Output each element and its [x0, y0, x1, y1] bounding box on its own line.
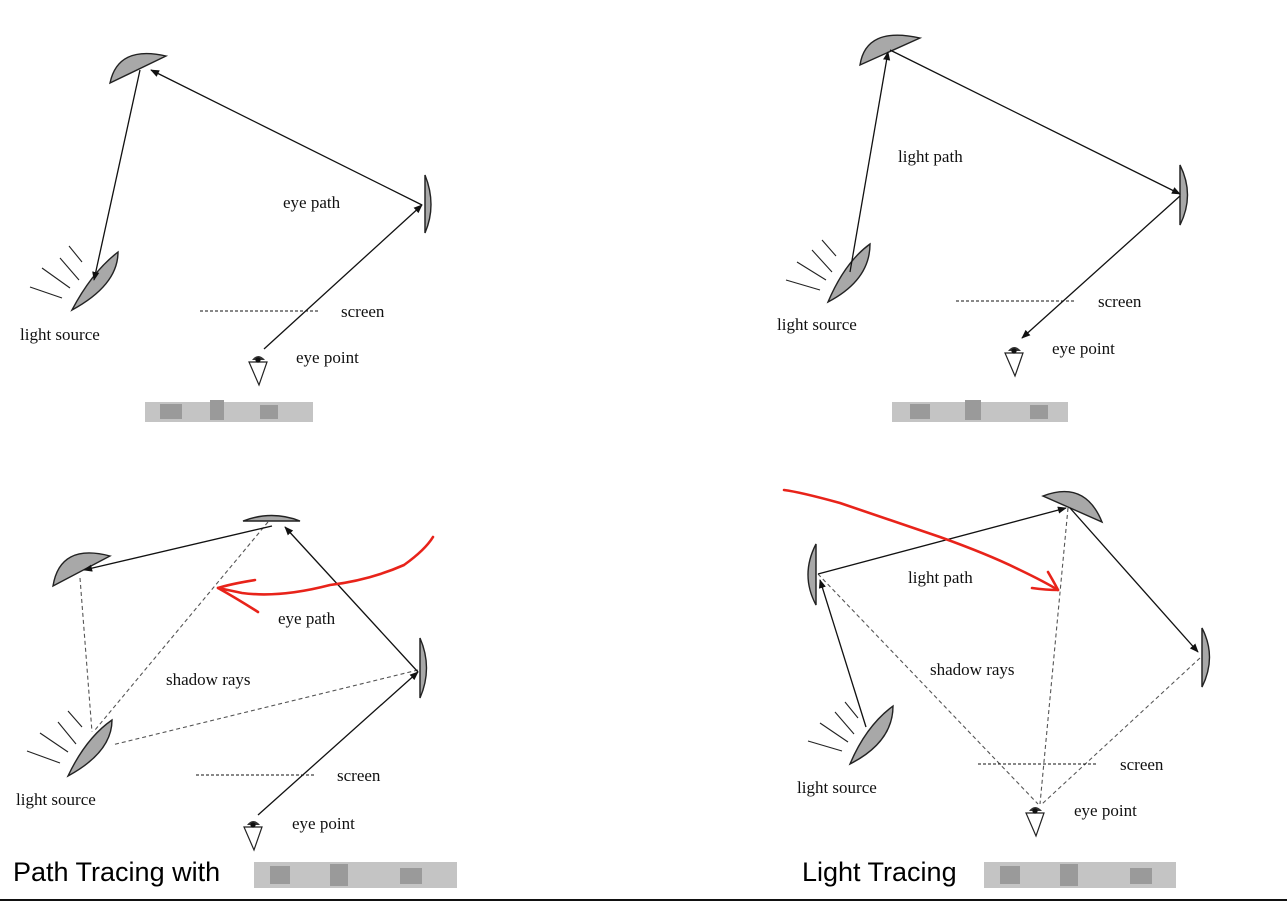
- ray-light-to-left: [818, 579, 867, 728]
- red-annotation-arrowhead: [216, 578, 260, 614]
- label-eye-point: eye point: [296, 348, 359, 367]
- label-screen: screen: [1098, 292, 1142, 311]
- red-annotation-arrowhead: [1030, 570, 1060, 592]
- light-rays-icon: [26, 710, 83, 764]
- panel-light-tracing-shadow: light path shadow rays screen light sour…: [782, 488, 1211, 888]
- ray-eye-to-right: [257, 671, 419, 816]
- eye-point-icon: [248, 356, 268, 387]
- mirror-right: [424, 174, 432, 234]
- label-eye-point: eye point: [1052, 339, 1115, 358]
- red-annotation-arrow: [216, 535, 435, 596]
- light-source-surface: [826, 242, 871, 304]
- shadow-ray: [111, 669, 419, 746]
- caption-redacted: [892, 400, 1068, 422]
- label-shadow-rays: shadow rays: [930, 660, 1015, 679]
- caption-redacted: [254, 862, 457, 888]
- panel-light-tracing: light path screen light source eye point: [777, 34, 1189, 422]
- mirror-left: [52, 552, 112, 588]
- light-source-surface: [70, 250, 119, 312]
- shadow-ray: [817, 573, 1039, 805]
- ray-top-to-right: [889, 49, 1181, 195]
- eye-point-icon: [1004, 347, 1024, 378]
- light-rays-icon: [29, 245, 83, 299]
- label-light-source: light source: [777, 315, 857, 334]
- mirror-right: [1201, 627, 1211, 688]
- label-light-source: light source: [16, 790, 96, 809]
- label-eye-point: eye point: [1074, 801, 1137, 820]
- label-shadow-rays: shadow rays: [166, 670, 251, 689]
- eye-point-icon: [1025, 807, 1045, 838]
- ray-top-to-left: [83, 525, 273, 572]
- red-annotation-arrow: [782, 488, 1060, 592]
- caption-light-tracing: Light Tracing: [802, 857, 957, 887]
- label-light-source: light source: [20, 325, 100, 344]
- ray-light-to-top: [849, 51, 891, 273]
- ray-left-to-top: [817, 506, 1067, 575]
- label-light-path: light path: [898, 147, 963, 166]
- panel-path-tracing-shadow: eye path shadow rays screen light source…: [13, 514, 457, 888]
- mirror-top: [109, 52, 169, 85]
- panel-eye-tracing: eye path screen light source eye point: [20, 52, 432, 422]
- label-light-path: light path: [908, 568, 973, 587]
- light-source-surface: [848, 704, 894, 766]
- ray-right-to-eye: [1021, 195, 1181, 339]
- shadow-ray: [1039, 507, 1069, 805]
- eye-point-icon: [243, 821, 263, 852]
- light-source-surface: [66, 718, 113, 778]
- label-screen: screen: [341, 302, 385, 321]
- ray-top-to-light: [92, 69, 141, 281]
- ray-eye-to-right: [263, 204, 423, 350]
- label-light-source: light source: [797, 778, 877, 797]
- label-screen: screen: [1120, 755, 1164, 774]
- light-rays-icon: [785, 239, 837, 291]
- light-rays-icon: [807, 701, 859, 752]
- shadow-ray: [94, 521, 269, 731]
- label-eye-point: eye point: [292, 814, 355, 833]
- mirror-top: [1041, 490, 1104, 524]
- caption-path-tracing: Path Tracing with: [13, 857, 220, 887]
- caption-redacted: [145, 400, 313, 422]
- label-eye-path: eye path: [283, 193, 341, 212]
- mirror-top: [242, 514, 301, 522]
- label-eye-path: eye path: [278, 609, 336, 628]
- shadow-ray: [79, 577, 93, 733]
- mirror-left: [807, 543, 817, 606]
- caption-redacted: [984, 862, 1176, 888]
- ray-right-to-top: [284, 526, 419, 673]
- ray-top-to-right: [1069, 507, 1199, 653]
- mirror-right: [419, 637, 428, 699]
- mirror-right: [1179, 164, 1189, 226]
- label-screen: screen: [337, 766, 381, 785]
- ray-right-to-top: [150, 69, 423, 206]
- shadow-ray: [1041, 657, 1201, 805]
